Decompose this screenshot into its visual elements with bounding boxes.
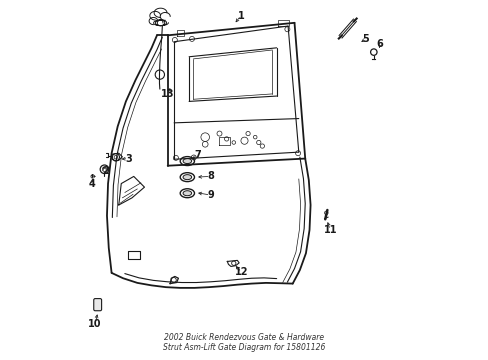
Text: 8: 8 bbox=[207, 171, 214, 181]
Text: 7: 7 bbox=[194, 150, 200, 160]
Text: 2: 2 bbox=[102, 166, 108, 176]
Text: 13: 13 bbox=[161, 89, 174, 99]
Ellipse shape bbox=[183, 191, 191, 196]
Text: 5: 5 bbox=[362, 34, 368, 44]
Text: 6: 6 bbox=[376, 39, 383, 49]
Text: 11: 11 bbox=[323, 225, 336, 235]
Text: 10: 10 bbox=[88, 319, 102, 329]
Ellipse shape bbox=[183, 175, 191, 180]
Text: 2002 Buick Rendezvous Gate & Hardware
Strut Asm-Lift Gate Diagram for 15801126: 2002 Buick Rendezvous Gate & Hardware St… bbox=[163, 333, 325, 352]
FancyBboxPatch shape bbox=[94, 298, 102, 311]
Text: 9: 9 bbox=[207, 190, 214, 200]
Ellipse shape bbox=[183, 158, 191, 163]
Text: 1: 1 bbox=[237, 11, 244, 21]
Text: 12: 12 bbox=[234, 267, 248, 277]
Text: 4: 4 bbox=[88, 179, 95, 189]
Text: 3: 3 bbox=[125, 154, 131, 163]
